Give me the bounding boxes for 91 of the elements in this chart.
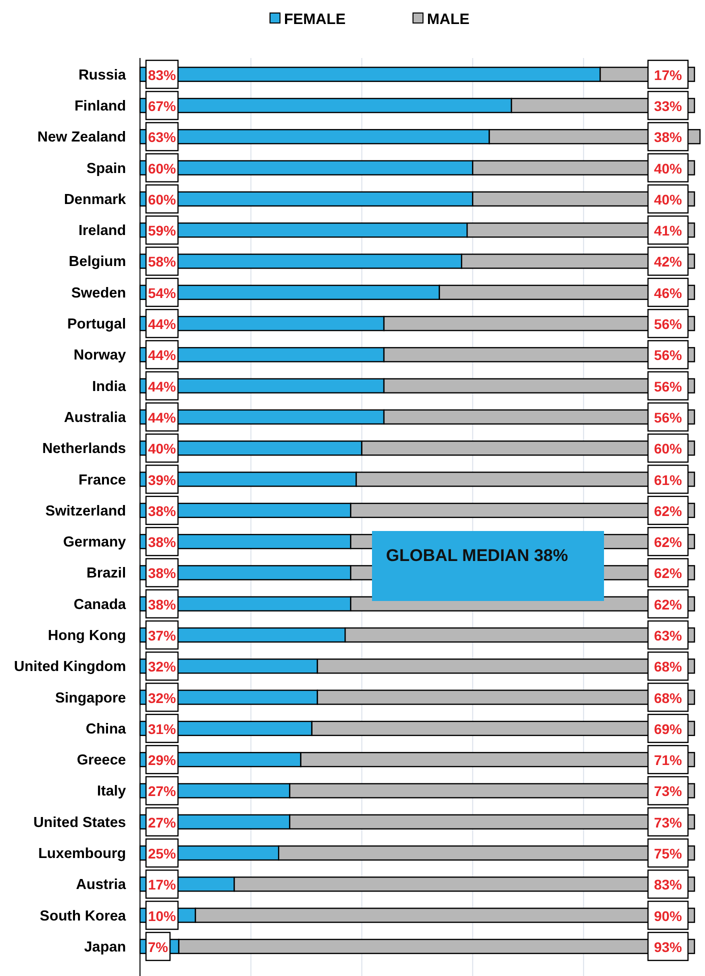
data-label: 83%	[148, 66, 177, 83]
data-label: 10%	[148, 908, 177, 924]
data-label: 93%	[654, 938, 683, 955]
data-label: 75%	[654, 846, 683, 862]
y-tick-label: Australia	[64, 410, 127, 426]
data-label: 69%	[654, 720, 683, 737]
annotation: GLOBAL MEDIAN 38%	[386, 546, 568, 565]
y-tick-label: Singapore	[55, 690, 126, 706]
data-label: 42%	[654, 254, 683, 270]
data-label: 62%	[654, 596, 683, 612]
y-tick-label: Russia	[78, 67, 127, 84]
data-label: 37%	[148, 627, 177, 644]
data-label: 62%	[654, 565, 683, 582]
data-label: 54%	[148, 284, 177, 301]
data-label: 56%	[654, 347, 683, 364]
y-tick-label: Norway	[74, 348, 126, 364]
data-label: 38%	[148, 502, 177, 519]
data-label: 61%	[654, 472, 683, 488]
data-label: 32%	[148, 658, 177, 675]
data-label: 60%	[654, 440, 683, 457]
data-label: 63%	[654, 627, 683, 644]
data-label: 62%	[654, 534, 683, 550]
data-label: 38%	[148, 534, 177, 550]
note-box: GLOBAL MEDIAN 38%	[372, 531, 604, 601]
data-label: 7%	[148, 938, 169, 955]
y-tick-label: Greece	[76, 752, 126, 769]
data-label: 63%	[148, 129, 177, 146]
data-label: 62%	[654, 502, 683, 519]
data-label: 60%	[148, 160, 177, 176]
data-label: 44%	[148, 378, 177, 394]
y-tick-label: Ireland	[78, 223, 126, 240]
data-label: 44%	[148, 316, 177, 332]
y-tick-label: India	[92, 378, 127, 395]
y-tick-label: United States	[33, 814, 126, 831]
data-label: 56%	[654, 378, 683, 394]
y-tick-label: Luxembourg	[38, 846, 126, 862]
data-label: 38%	[148, 596, 177, 612]
data-label: 27%	[148, 783, 177, 800]
data-label: 83%	[654, 876, 683, 893]
y-tick-label: Finland	[74, 98, 126, 114]
legend-label: MALE	[427, 11, 470, 28]
y-tick-label: France	[78, 472, 126, 488]
data-label: 44%	[148, 409, 177, 426]
data-label: 68%	[654, 658, 683, 675]
y-tick-label: United Kingdom	[14, 659, 126, 676]
data-label: 38%	[654, 129, 683, 146]
data-label: 40%	[654, 191, 683, 208]
data-label: 38%	[148, 565, 177, 582]
data-label: 71%	[654, 752, 683, 768]
data-label: 41%	[654, 222, 683, 239]
data-label: 60%	[148, 191, 177, 208]
data-label: 33%	[654, 98, 683, 114]
y-tick-label: Spain	[86, 160, 126, 177]
data-label: 67%	[148, 98, 177, 114]
y-tick-label: South Korea	[40, 908, 127, 924]
y-tick-label: Portugal	[67, 316, 126, 333]
data-label: 73%	[654, 814, 683, 830]
data-label: 39%	[148, 472, 177, 488]
y-tick-label: Denmark	[64, 192, 127, 208]
y-tick-label: New Zealand	[37, 130, 126, 146]
data-label: 32%	[148, 690, 177, 706]
data-label: 58%	[148, 254, 177, 270]
data-label: 25%	[148, 846, 177, 862]
data-label: 40%	[148, 440, 177, 457]
data-label: 17%	[148, 876, 177, 893]
y-tick-label: Sweden	[71, 285, 126, 302]
data-label: 44%	[148, 347, 177, 364]
data-label: 29%	[148, 752, 177, 768]
data-label: 17%	[654, 66, 683, 83]
data-label: 56%	[654, 316, 683, 332]
data-label: 56%	[654, 409, 683, 426]
y-tick-label: Hong Kong	[48, 628, 126, 644]
y-tick-label: Italy	[96, 784, 126, 800]
y-tick-label: Germany	[63, 534, 126, 551]
y-tick-label: Belgium	[68, 254, 126, 270]
data-label: 73%	[654, 783, 683, 800]
data-label: 31%	[148, 720, 177, 737]
data-label: 68%	[654, 690, 683, 706]
y-tick-label: Japan	[84, 939, 126, 956]
data-label: 27%	[148, 814, 177, 830]
y-tick-label: Canada	[74, 596, 127, 613]
data-label: 90%	[654, 908, 683, 924]
y-tick-label: Netherlands	[42, 441, 126, 458]
y-tick-label: Switzerland	[45, 503, 126, 520]
data-label: 59%	[148, 222, 177, 239]
legend-label: FEMALE	[284, 11, 346, 28]
y-tick-label: Brazil	[86, 566, 126, 582]
y-tick-label: China	[86, 721, 127, 738]
data-label: 46%	[654, 284, 683, 301]
data-label: 40%	[654, 160, 683, 176]
y-tick-label: Austria	[76, 877, 127, 894]
